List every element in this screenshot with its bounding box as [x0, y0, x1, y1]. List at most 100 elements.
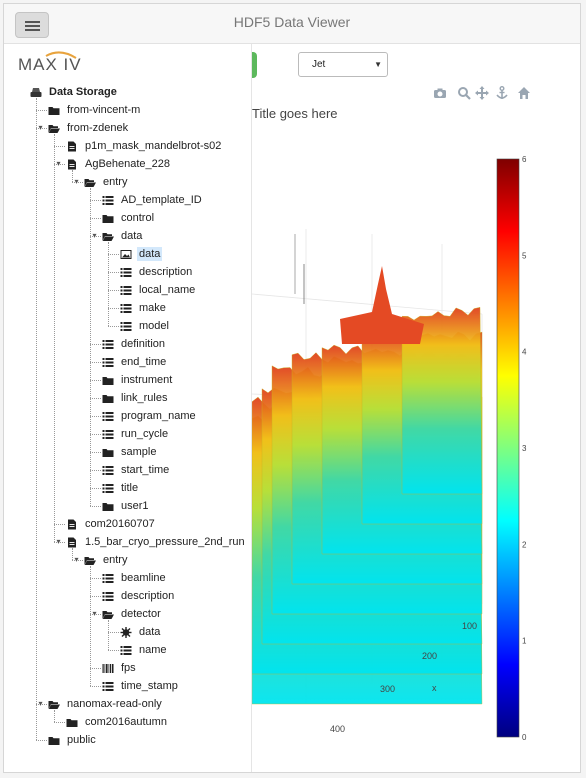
- folder-open-icon: [102, 232, 114, 241]
- tree-node-beamline[interactable]: beamline: [102, 569, 168, 587]
- collapse-toggle-icon[interactable]: ▾: [56, 159, 61, 168]
- tree-node-title[interactable]: title: [102, 479, 140, 497]
- colorbar-tick-label: 3: [522, 444, 527, 453]
- drive-icon: [30, 87, 42, 97]
- tree-node-detector-data[interactable]: data: [120, 623, 162, 641]
- folder-icon: [48, 736, 60, 745]
- expand-toggle-icon[interactable]: [90, 375, 99, 384]
- tree-node-from-vincent-m[interactable]: from-vincent-m: [48, 101, 142, 119]
- x-tick-label: 100: [462, 621, 477, 631]
- expand-toggle-icon[interactable]: [90, 501, 99, 510]
- menu-toggle-button[interactable]: [15, 12, 49, 38]
- collapse-toggle-icon[interactable]: ▾: [74, 177, 79, 186]
- expand-toggle-icon[interactable]: [36, 105, 45, 114]
- collapse-toggle-icon[interactable]: ▾: [56, 537, 61, 546]
- tree-node-start-time[interactable]: start_time: [102, 461, 171, 479]
- folder-open-icon: [84, 178, 96, 187]
- tree-node-description-2[interactable]: description: [102, 587, 176, 605]
- dataset-icon: [102, 681, 114, 691]
- colorbar-tick-label: 5: [522, 251, 527, 260]
- dataset-icon: [120, 321, 132, 331]
- tree-node-label: p1m_mask_mandelbrot-s02: [85, 140, 222, 152]
- camera-icon[interactable]: [433, 86, 447, 100]
- barcode-icon: [102, 663, 114, 673]
- surface-plot[interactable]: 100 200 300 400 x 0 1 2 3 4 5 6: [252, 44, 580, 772]
- tree-node-label: com2016autumn: [85, 716, 167, 728]
- tree-node-agbehenate[interactable]: AgBehenate_228: [66, 155, 172, 173]
- load-button-edge[interactable]: [252, 52, 257, 78]
- expand-toggle-icon[interactable]: [90, 393, 99, 402]
- tree-node-detector[interactable]: detector: [102, 605, 163, 623]
- tree-node-data-storage[interactable]: Data Storage: [30, 83, 119, 101]
- expand-toggle-icon[interactable]: [54, 141, 63, 150]
- folder-open-icon: [48, 700, 60, 709]
- collapse-toggle-icon[interactable]: ▾: [38, 123, 43, 132]
- home-icon[interactable]: [517, 86, 531, 100]
- tree-node-label: data: [139, 626, 161, 638]
- tree-node-label: definition: [121, 338, 166, 350]
- expand-toggle-icon[interactable]: [54, 519, 63, 528]
- dataset-icon: [120, 645, 132, 655]
- tree-node-data-group[interactable]: data: [102, 227, 144, 245]
- tree-node-label: title: [121, 482, 139, 494]
- colormap-select[interactable]: Jet ▼: [298, 52, 388, 77]
- collapse-toggle-icon[interactable]: ▾: [92, 231, 97, 240]
- tree-node-nanomax[interactable]: nanomax-read-only: [48, 695, 164, 713]
- image-icon: [120, 249, 132, 259]
- tree-node-instrument[interactable]: instrument: [102, 371, 174, 389]
- tree-node-com20160707[interactable]: com20160707: [66, 515, 157, 533]
- tree-node-detector-name[interactable]: name: [120, 641, 169, 659]
- tree-node-label: start_time: [121, 464, 170, 476]
- pan-icon[interactable]: [475, 86, 489, 100]
- tree-node-com2016autumn[interactable]: com2016autumn: [66, 713, 169, 731]
- tree-node-label: AgBehenate_228: [85, 158, 171, 170]
- maxiv-logo: MAX IV: [18, 51, 81, 74]
- tree-node-user1[interactable]: user1: [102, 497, 151, 515]
- tree-node-sample[interactable]: sample: [102, 443, 158, 461]
- folder-open-icon: [84, 556, 96, 565]
- tree-node-label: public: [67, 734, 96, 746]
- tree-node-entry-2[interactable]: entry: [84, 551, 129, 569]
- expand-toggle-icon[interactable]: [90, 213, 99, 222]
- tree-node-control[interactable]: control: [102, 209, 156, 227]
- tree-node-public[interactable]: public: [48, 731, 98, 749]
- collapse-toggle-icon[interactable]: ▾: [74, 555, 79, 564]
- plot-title: Title goes here: [252, 106, 338, 121]
- tree-node-make[interactable]: make: [120, 299, 168, 317]
- tree-node-model[interactable]: model: [120, 317, 171, 335]
- expand-toggle-icon[interactable]: [36, 735, 45, 744]
- tree-node-label: local_name: [139, 284, 196, 296]
- tree-node-local-name[interactable]: local_name: [120, 281, 197, 299]
- tree-node-run-cycle[interactable]: run_cycle: [102, 425, 170, 443]
- tree-node-time-stamp[interactable]: time_stamp: [102, 677, 180, 695]
- tree-node-label: description: [139, 266, 193, 278]
- tree-node-program-name[interactable]: program_name: [102, 407, 198, 425]
- tree-node-bar-cryo[interactable]: 1.5_bar_cryo_pressure_2nd_run: [66, 533, 247, 551]
- tree-node-end-time[interactable]: end_time: [102, 353, 168, 371]
- tree-node-definition[interactable]: definition: [102, 335, 167, 353]
- tree-node-fps[interactable]: fps: [102, 659, 138, 677]
- dataset-icon: [120, 267, 132, 277]
- collapse-toggle-icon[interactable]: ▾: [92, 609, 97, 618]
- tree-node-ad-template[interactable]: AD_template_ID: [102, 191, 204, 209]
- peak-ridge: [340, 266, 424, 344]
- expand-toggle-icon[interactable]: [90, 447, 99, 456]
- tree-node-label: control: [121, 212, 155, 224]
- tree-node-from-zdenek[interactable]: from-zdenek: [48, 119, 130, 137]
- zoom-icon[interactable]: [457, 86, 471, 100]
- folder-open-icon: [48, 124, 60, 133]
- tree-node-data-image[interactable]: data: [120, 245, 163, 263]
- dataset-icon: [102, 195, 114, 205]
- collapse-toggle-icon[interactable]: ▾: [38, 699, 43, 708]
- tree-node-entry-1[interactable]: entry: [84, 173, 129, 191]
- anchor-icon[interactable]: [495, 86, 509, 100]
- tree-node-link-rules[interactable]: link_rules: [102, 389, 169, 407]
- dataset-icon: [120, 285, 132, 295]
- tree-node-description-1[interactable]: description: [120, 263, 194, 281]
- tree-node-p1m-mask[interactable]: p1m_mask_mandelbrot-s02: [66, 137, 223, 155]
- x-tick-label: 400: [330, 724, 345, 734]
- expand-toggle-icon[interactable]: [54, 717, 63, 726]
- surface-ridges: [252, 307, 483, 705]
- dataset-icon: [102, 465, 114, 475]
- tree-node-label: 1.5_bar_cryo_pressure_2nd_run: [85, 536, 245, 548]
